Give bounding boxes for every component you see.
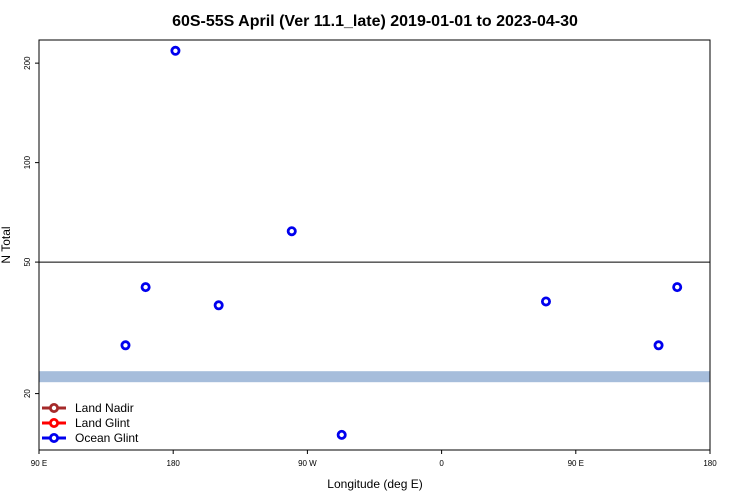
legend-swatch-marker (49, 417, 60, 428)
legend-label: Land Nadir (75, 401, 134, 415)
legend-entry: Land Nadir (42, 401, 134, 415)
x-tick-label: 90 W (298, 459, 317, 468)
x-tick-label: 90 E (31, 459, 47, 468)
plot-frame (38, 39, 711, 451)
legend-label: Ocean Glint (75, 431, 139, 445)
horizontal-band (39, 371, 710, 383)
x-axis-label: Longitude (deg E) (327, 477, 422, 491)
data-point (336, 429, 347, 440)
x-tick-label: 0 (439, 459, 444, 468)
data-point (120, 340, 131, 351)
data-point (170, 45, 181, 56)
legend-swatch-marker (49, 432, 60, 443)
x-tick-label: 180 (167, 459, 181, 468)
legend-label: Land Glint (75, 416, 130, 430)
y-axis-label: N Total (0, 226, 13, 263)
data-point (540, 296, 551, 307)
data-point (286, 226, 297, 237)
y-tick-label: 100 (23, 155, 32, 169)
data-point (140, 282, 151, 293)
data-point (213, 300, 224, 311)
y-tick-label: 20 (23, 389, 32, 398)
chart-title: 60S-55S April (Ver 11.1_late) 2019-01-01… (172, 13, 578, 30)
x-tick-label: 90 E (568, 459, 584, 468)
y-tick-label: 200 (23, 56, 32, 70)
x-tick-label: 180 (703, 459, 717, 468)
data-point (672, 282, 683, 293)
y-tick-label: 50 (23, 257, 32, 266)
legend-entry: Land Glint (42, 416, 130, 430)
data-point (653, 340, 664, 351)
legend-entry: Ocean Glint (42, 431, 139, 445)
legend-swatch-marker (49, 402, 60, 413)
